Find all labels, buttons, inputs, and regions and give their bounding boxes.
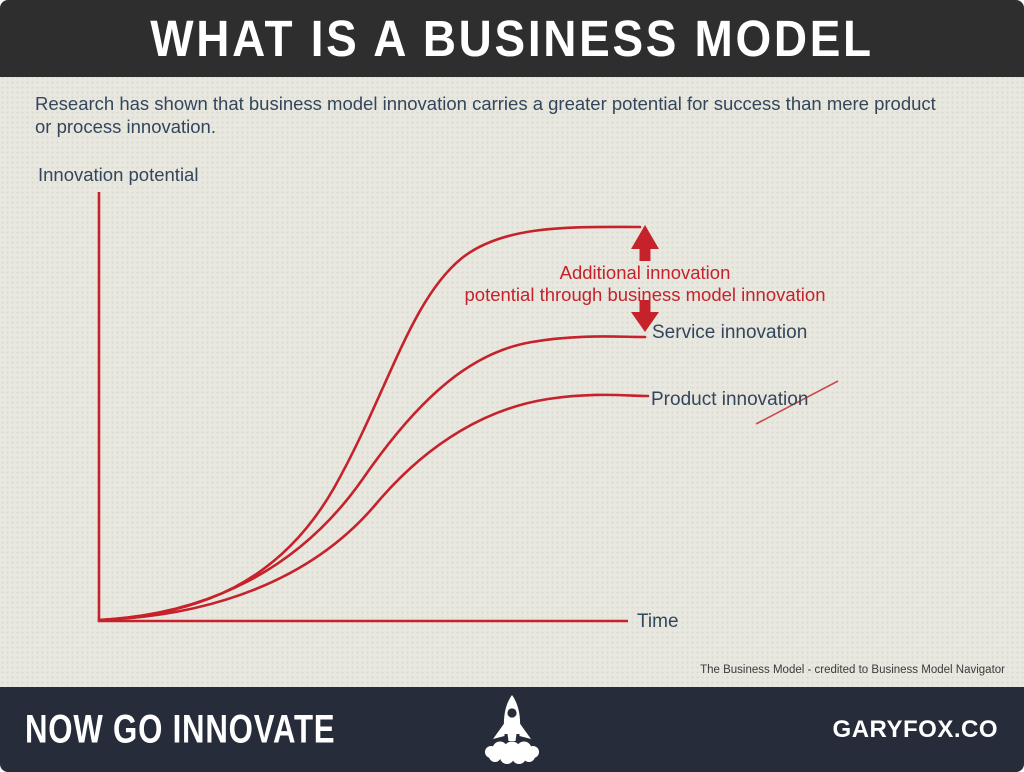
strikethrough-slash — [755, 380, 839, 425]
top-banner: WHAT IS A BUSINESS MODEL — [0, 0, 1024, 77]
annotation-line-1: Additional innovation — [559, 262, 731, 283]
credit-text: The Business Model - credited to Busines… — [700, 664, 1005, 676]
annotation-line-2: potential through business model innovat… — [464, 284, 826, 305]
footer-site-name: GARYFOX.CO — [832, 715, 998, 743]
x-axis-label: Time — [637, 611, 679, 632]
down-arrow-icon — [631, 300, 659, 332]
service-innovation-label: Service innovation — [652, 322, 808, 343]
smoke-cloud — [485, 741, 539, 764]
intro-text: Research has shown that business model i… — [35, 93, 936, 137]
chart-axes — [97, 192, 628, 623]
annotation-text: Additional innovation potential through … — [400, 262, 890, 306]
product-curve — [97, 393, 650, 622]
rocket-icon — [485, 695, 539, 764]
page-title: WHAT IS A BUSINESS MODEL — [150, 10, 874, 67]
up-arrow-icon — [631, 225, 659, 261]
footer-slogan: NOW GO INNOVATE — [25, 707, 336, 751]
bottom-banner: NOW GO INNOVATE GAR — [0, 687, 1024, 772]
service-curve — [97, 335, 647, 622]
y-axis-label: Innovation potential — [38, 164, 199, 185]
product-innovation-label: Product innovation — [651, 389, 809, 410]
